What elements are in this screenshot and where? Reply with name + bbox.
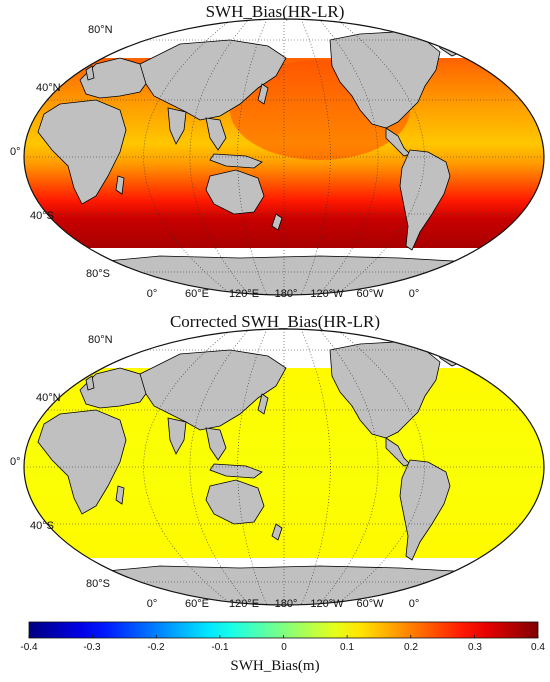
map-original (23, 18, 545, 296)
colorbar-title: SWH_Bias(m) (230, 658, 320, 674)
landmass-india (167, 417, 187, 455)
graticule-meridian (335, 329, 425, 605)
landmass-southeast-asia (205, 427, 227, 461)
colorbar-tick: -0.2 (147, 642, 165, 653)
landmass-south-america (399, 149, 451, 251)
landmass-new-zealand (271, 213, 283, 231)
landmass-africa (37, 99, 127, 205)
landmass-southeast-asia (205, 117, 227, 151)
graticule-meridian (335, 19, 425, 295)
map-corrected (23, 328, 545, 606)
lon-label-120e: 120°E (228, 288, 260, 300)
landmass-japan (257, 83, 269, 105)
lon-label-180: 180° (274, 288, 298, 300)
landmass-madagascar (115, 485, 125, 505)
lon-label-120e: 120°E (228, 598, 260, 610)
landmass-new-zealand (271, 523, 283, 541)
lat-label-0: 0° (10, 456, 21, 468)
graticule-meridian (143, 329, 233, 605)
lat-label-40n: 40°N (36, 392, 61, 404)
lon-label-60e: 60°E (185, 598, 209, 610)
lat-label-80n: 80°N (88, 24, 113, 36)
lon-label-60e: 60°E (185, 288, 209, 300)
graticule-meridian (237, 329, 268, 605)
landmass-japan (257, 393, 269, 415)
map-panel-corrected: Corrected SWH_Bias(HR-LR) 80°N 40°N 0° 4… (0, 310, 550, 620)
map-panel-original: SWH_Bias(HR-LR) 80°N 40°N 0° 40°S 80°S 0… (0, 0, 550, 310)
landmass-australia (205, 169, 265, 215)
graticule-meridian (300, 19, 331, 295)
colorbar-tick: 0.1 (340, 642, 354, 653)
lat-label-40s: 40°S (30, 210, 54, 222)
colorbar-tick: -0.3 (83, 642, 101, 653)
lat-label-80n: 80°N (88, 334, 113, 346)
landmass-europe (79, 367, 151, 409)
graticule-meridian (189, 329, 250, 605)
landmass-indonesia (209, 463, 263, 479)
lon-label-0: 0° (146, 288, 158, 300)
map-title: SWH_Bias(HR-LR) (205, 2, 345, 21)
graticule-meridian (318, 19, 379, 295)
colorbar-tick: 0.3 (468, 642, 482, 653)
map-title: Corrected SWH_Bias(HR-LR) (169, 312, 381, 331)
colorbar-tick: -0.4 (20, 642, 38, 653)
landmass-madagascar (115, 175, 125, 195)
lon-label-0-right: 0° (408, 598, 420, 610)
graticule-meridian (143, 19, 233, 295)
map-outline (23, 328, 545, 606)
landmass-uk (85, 65, 95, 81)
lon-label-60w: 60°W (356, 288, 384, 300)
landmass-europe (79, 57, 151, 99)
colorbar-tick: 0 (281, 642, 287, 653)
lat-label-80s: 80°S (86, 268, 110, 280)
lon-label-120w: 120°W (310, 288, 344, 300)
colorbar-tick: -0.1 (211, 642, 229, 653)
colorbar-gradient (28, 621, 539, 639)
lat-label-80s: 80°S (86, 578, 110, 590)
landmass-south-america (399, 459, 451, 561)
graticule-meridian (318, 329, 379, 605)
graticule-meridian (300, 329, 331, 605)
landmass-central-america (385, 127, 411, 157)
colorbar-tick: 0.4 (531, 642, 545, 653)
lon-label-120w: 120°W (310, 598, 344, 610)
map-body (24, 329, 544, 605)
lat-label-40s: 40°S (30, 520, 54, 532)
colorbar-tick: 0.2 (404, 642, 418, 653)
lon-label-180: 180° (274, 598, 298, 610)
lon-label-0-right: 0° (408, 288, 420, 300)
graticule-meridian (237, 19, 268, 295)
map-outline (23, 18, 545, 296)
landmass-uk (85, 375, 95, 391)
landmass-africa (37, 409, 127, 515)
landmass-indonesia (209, 153, 263, 169)
lon-label-0: 0° (146, 598, 158, 610)
colorbar: -0.4 -0.3 -0.2 -0.1 0 0.1 0.2 0.3 0.4 SW… (0, 618, 550, 682)
landmass-central-america (385, 437, 411, 467)
graticule-meridian (189, 19, 250, 295)
lat-label-40n: 40°N (36, 82, 61, 94)
lat-label-0: 0° (10, 146, 21, 158)
landmass-australia (205, 479, 265, 525)
map-body (24, 19, 544, 295)
lon-label-60w: 60°W (356, 598, 384, 610)
landmass-india (167, 107, 187, 145)
